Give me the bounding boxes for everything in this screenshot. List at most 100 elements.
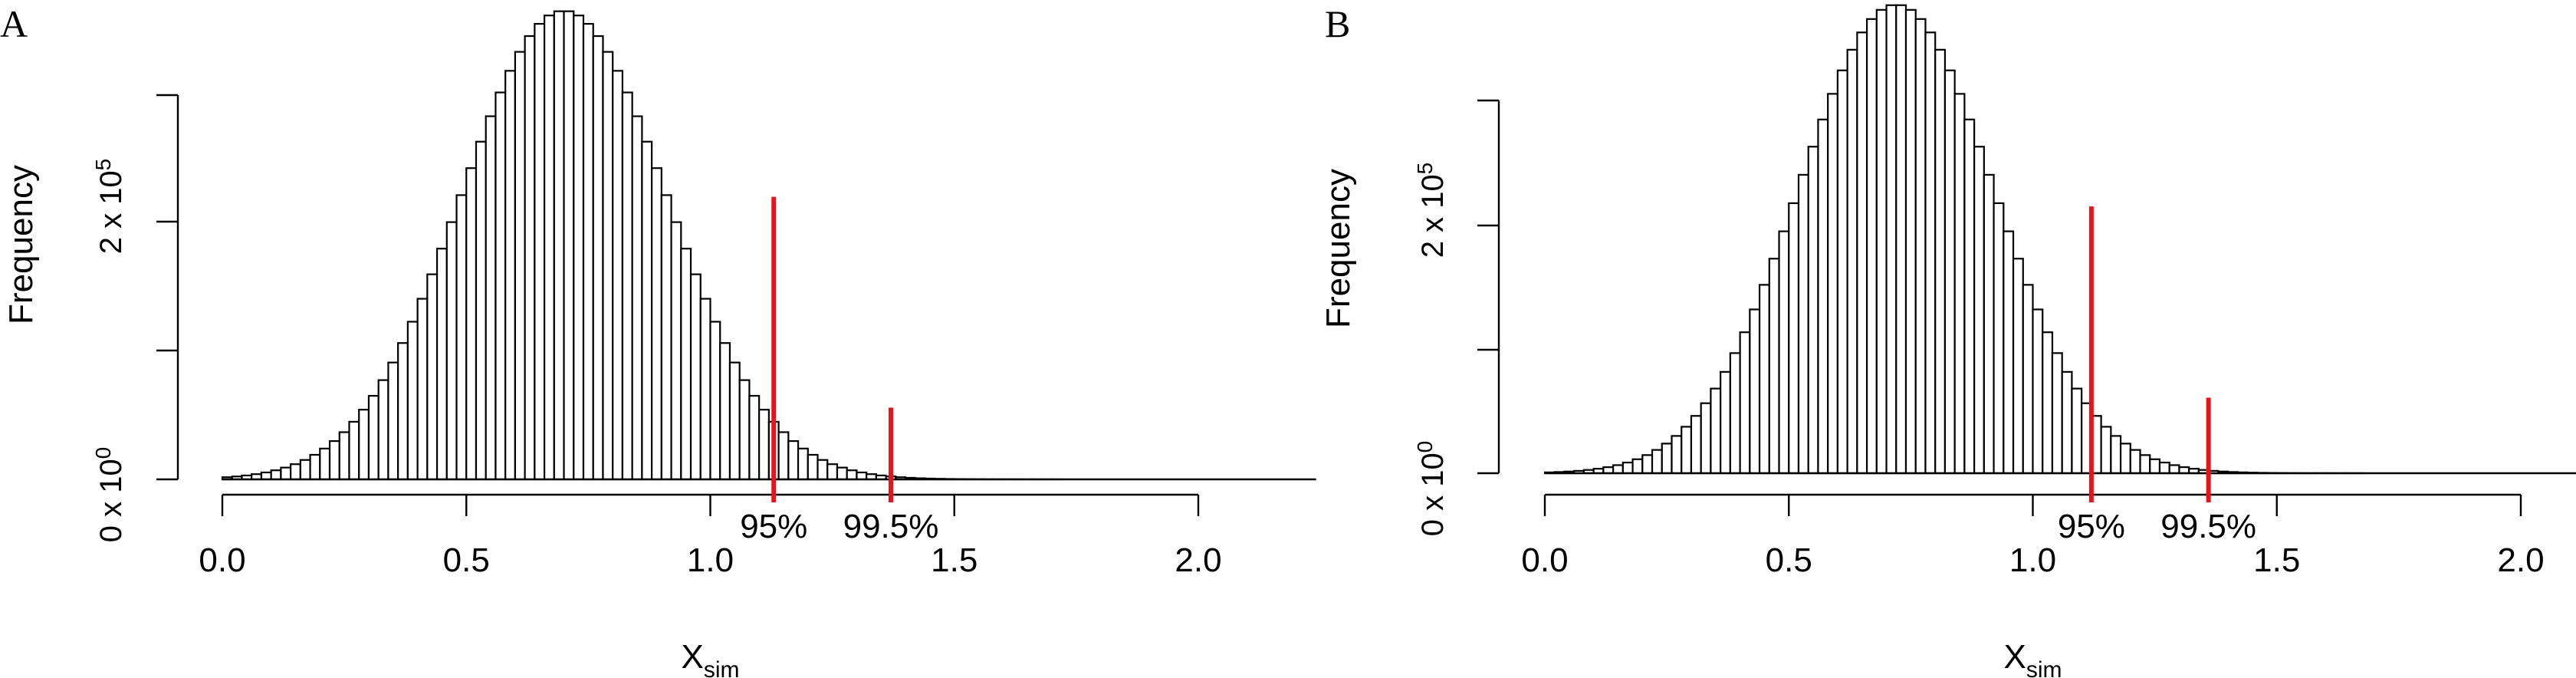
y-tick-label: 0 x 100 — [1413, 441, 1450, 537]
histogram-bar — [426, 273, 439, 481]
histogram-bar — [1836, 69, 1848, 475]
x-tick-label: 1.5 — [2253, 541, 2300, 579]
x-axis: 0.0 0.5 1.0 1.5 2.0 — [199, 493, 1222, 579]
histogram-bar — [1612, 464, 1624, 475]
histogram-bar — [377, 379, 389, 481]
x-tick-label: 1.0 — [687, 541, 734, 579]
histogram-bar — [514, 51, 526, 481]
histogram-bar — [504, 70, 516, 481]
panel-letter: B — [1325, 2, 1350, 45]
histogram-bar — [290, 463, 301, 481]
histogram-bar — [367, 394, 380, 481]
histogram-bar — [621, 91, 633, 481]
histogram-bar — [846, 469, 858, 481]
histogram-bar — [1739, 331, 1751, 475]
x-tick-label: 2.0 — [1175, 541, 1221, 579]
quantile-marker-99-5pct: 99.5% — [2160, 397, 2256, 545]
histogram-bar — [2022, 284, 2034, 475]
histogram-bar — [1904, 8, 1917, 475]
histogram-bar — [2003, 230, 2015, 475]
histogram-bar — [1671, 435, 1683, 475]
quantile-label: 95% — [740, 508, 807, 545]
chart-panel-A: A 0 x 100 2 x 105 Frequency 0.0 0.5 1.0 1.5 2.0 X… — [0, 2, 1316, 678]
histogram-bar — [2061, 370, 2073, 475]
histogram-bar — [573, 15, 585, 481]
histogram-bar — [1700, 402, 1712, 475]
histogram-bar — [602, 51, 614, 481]
y-tick-label: 0 x 100 — [91, 447, 128, 543]
y-axis: 0 x 100 2 x 105 — [1413, 99, 1500, 537]
histogram-bar — [728, 361, 741, 481]
histogram-bar — [689, 273, 702, 481]
histogram-bar — [338, 431, 350, 481]
histogram-bar — [534, 22, 546, 481]
histogram-bar — [455, 194, 468, 481]
panel-letter: A — [0, 2, 28, 45]
quantile-label: 99.5% — [843, 508, 939, 545]
histogram-bar — [738, 379, 751, 481]
histogram-bar — [358, 409, 370, 481]
histogram-bar — [1749, 308, 1761, 475]
histogram-bar — [1944, 69, 1956, 475]
histogram-bar — [348, 420, 360, 481]
histogram-bar — [1895, 4, 1907, 475]
histogram-bar — [1720, 370, 1731, 475]
histogram-bar — [1631, 458, 1644, 475]
histogram-bar — [2168, 464, 2180, 475]
histogram-bar — [387, 361, 399, 481]
histogram-bar — [1827, 93, 1838, 475]
histogram-bar — [582, 22, 594, 481]
x-tick-label: 0.5 — [1766, 541, 1812, 579]
histogram-bar — [543, 15, 555, 481]
histogram-bar — [1758, 284, 1770, 475]
histogram-bar — [631, 115, 643, 481]
histogram-bar — [2012, 258, 2024, 475]
histogram-bar — [553, 10, 565, 481]
x-tick-label: 2.0 — [2497, 541, 2544, 579]
histogram-bar — [826, 463, 839, 481]
histogram-bar — [1856, 31, 1868, 475]
histogram-bar — [2149, 458, 2161, 475]
histogram-bar — [465, 167, 478, 481]
histogram-bar — [680, 248, 692, 481]
histogram-bar — [328, 439, 340, 481]
histogram-bar — [1622, 461, 1634, 475]
quantile-label: 99.5% — [2160, 508, 2256, 545]
histogram-bar — [2071, 387, 2083, 475]
histogram-bar — [1973, 146, 1985, 475]
histogram-bar — [475, 140, 487, 481]
histogram-bar — [1914, 18, 1927, 475]
histogram-bar — [1924, 31, 1937, 475]
quantile-label: 95% — [2058, 508, 2125, 545]
histogram-bar — [709, 321, 721, 481]
histogram-bar — [260, 471, 272, 481]
histogram-bar — [699, 298, 711, 481]
x-tick-label: 0.5 — [443, 541, 490, 579]
histogram-bar — [563, 10, 575, 481]
histogram-bar — [836, 466, 848, 481]
histogram-bar — [2042, 331, 2054, 475]
x-axis-label: Xsim — [2003, 638, 2062, 678]
histogram-bar — [1885, 4, 1898, 475]
histogram-bar — [1690, 415, 1702, 475]
x-axis: 0.0 0.5 1.0 1.5 2.0 — [1521, 493, 2545, 579]
histogram-bar — [1661, 443, 1673, 475]
histogram-bar — [2032, 308, 2044, 475]
histogram-bar — [1983, 173, 1995, 475]
histogram-bar — [777, 431, 790, 481]
histogram-bar — [1681, 426, 1693, 475]
histogram-bars — [1543, 4, 2366, 475]
histogram-bar — [856, 471, 868, 481]
x-tick-label: 0.0 — [1521, 541, 1568, 579]
histogram-bar — [1993, 202, 2005, 475]
histogram-bar — [406, 321, 419, 481]
histogram-bar — [1875, 8, 1888, 475]
x-tick-label: 1.0 — [2009, 541, 2056, 579]
histogram-bars — [221, 10, 1063, 481]
histogram-bar — [807, 453, 819, 481]
histogram-bar — [612, 70, 624, 481]
x-tick-label: 0.0 — [199, 541, 245, 579]
x-axis-label: Xsim — [681, 638, 739, 678]
x-tick-label: 1.5 — [931, 541, 978, 579]
